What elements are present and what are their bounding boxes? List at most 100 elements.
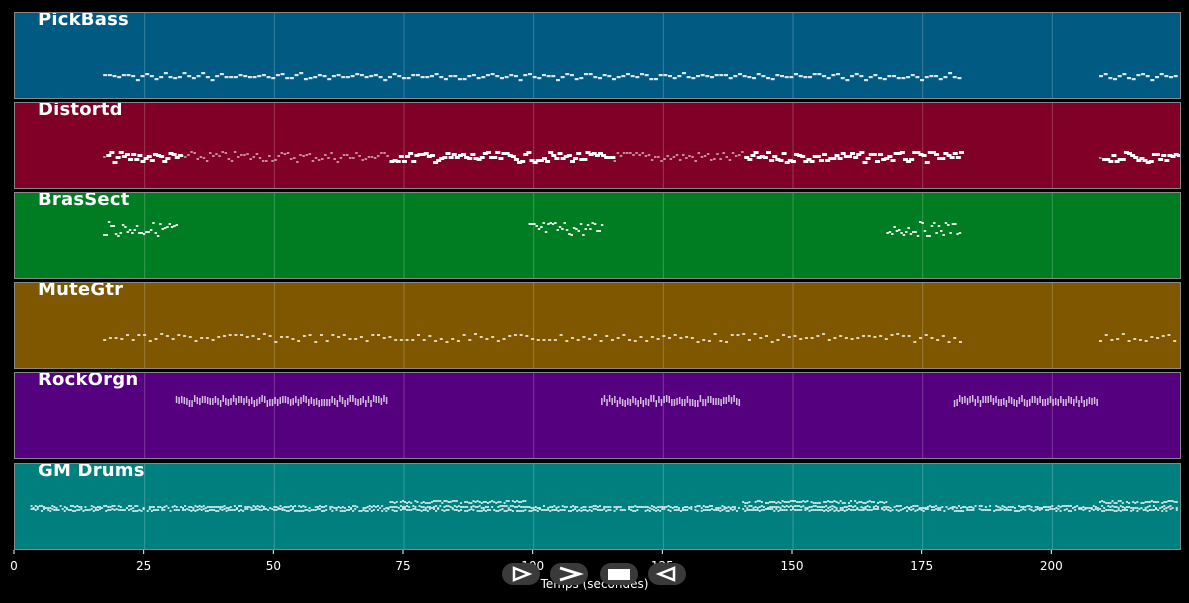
note bbox=[1167, 334, 1171, 336]
note bbox=[426, 510, 429, 512]
note bbox=[386, 155, 389, 157]
note bbox=[893, 506, 896, 508]
note bbox=[433, 161, 439, 164]
note bbox=[1063, 509, 1066, 511]
note bbox=[668, 396, 671, 403]
note bbox=[1073, 399, 1075, 406]
note bbox=[72, 510, 75, 512]
note bbox=[168, 223, 172, 225]
play-button[interactable] bbox=[502, 563, 540, 585]
note bbox=[337, 506, 340, 508]
note bbox=[804, 337, 808, 339]
note bbox=[105, 510, 108, 512]
note bbox=[143, 334, 147, 336]
note bbox=[990, 395, 992, 402]
note bbox=[1145, 75, 1150, 78]
note bbox=[1032, 510, 1035, 512]
note bbox=[426, 506, 429, 508]
note bbox=[868, 506, 871, 508]
note bbox=[669, 158, 673, 160]
note bbox=[1105, 502, 1108, 504]
note bbox=[738, 399, 741, 406]
note bbox=[619, 509, 622, 511]
note bbox=[34, 505, 37, 507]
note bbox=[208, 509, 211, 511]
note bbox=[696, 510, 699, 512]
note bbox=[591, 152, 597, 155]
note bbox=[551, 154, 557, 157]
note bbox=[296, 161, 299, 163]
note bbox=[636, 509, 639, 511]
note bbox=[299, 154, 302, 156]
note bbox=[584, 509, 587, 511]
note bbox=[510, 155, 516, 158]
note bbox=[389, 160, 395, 163]
note bbox=[953, 510, 956, 512]
note bbox=[107, 509, 110, 511]
note bbox=[485, 74, 490, 77]
note bbox=[455, 506, 458, 508]
note bbox=[435, 510, 438, 512]
note bbox=[1142, 509, 1145, 511]
note bbox=[648, 510, 651, 512]
note bbox=[366, 510, 369, 512]
note bbox=[962, 506, 965, 508]
note bbox=[705, 75, 710, 78]
note bbox=[836, 73, 841, 76]
rewind-button[interactable] bbox=[648, 563, 686, 585]
note bbox=[410, 509, 413, 511]
note bbox=[424, 507, 427, 509]
note bbox=[1065, 505, 1068, 507]
note bbox=[721, 509, 724, 511]
note bbox=[1026, 400, 1028, 407]
note bbox=[103, 74, 108, 77]
note bbox=[1034, 506, 1037, 508]
note bbox=[717, 509, 720, 511]
note bbox=[829, 509, 832, 511]
note bbox=[1117, 507, 1120, 509]
note bbox=[929, 75, 934, 78]
note bbox=[725, 507, 728, 509]
note bbox=[1022, 508, 1025, 510]
note bbox=[162, 160, 168, 163]
note bbox=[335, 509, 338, 511]
note bbox=[428, 335, 432, 337]
note bbox=[204, 510, 207, 512]
note bbox=[1132, 509, 1135, 511]
fast-forward-button[interactable] bbox=[550, 563, 588, 585]
stop-button[interactable] bbox=[600, 563, 638, 585]
note bbox=[678, 397, 681, 404]
note bbox=[94, 509, 97, 511]
note bbox=[1144, 509, 1147, 511]
note bbox=[357, 399, 359, 406]
note bbox=[634, 510, 637, 512]
note bbox=[1115, 510, 1118, 512]
note bbox=[1018, 505, 1021, 507]
note bbox=[1120, 158, 1126, 161]
note bbox=[580, 507, 583, 509]
note bbox=[565, 229, 569, 231]
note bbox=[895, 505, 898, 507]
note bbox=[881, 501, 884, 503]
note bbox=[516, 510, 519, 512]
note bbox=[572, 505, 575, 507]
note bbox=[761, 75, 766, 78]
note bbox=[173, 225, 176, 227]
note bbox=[238, 505, 241, 507]
note bbox=[1158, 158, 1164, 161]
note bbox=[840, 77, 845, 80]
note bbox=[593, 76, 598, 79]
note bbox=[271, 77, 276, 80]
note bbox=[551, 75, 556, 78]
note bbox=[518, 510, 521, 512]
note bbox=[117, 505, 120, 507]
note bbox=[230, 160, 234, 162]
note bbox=[111, 508, 114, 510]
note bbox=[758, 510, 761, 512]
note bbox=[1031, 396, 1034, 403]
note bbox=[642, 506, 645, 508]
note bbox=[329, 506, 332, 508]
note bbox=[257, 75, 262, 78]
note bbox=[864, 79, 869, 82]
note bbox=[791, 506, 794, 508]
